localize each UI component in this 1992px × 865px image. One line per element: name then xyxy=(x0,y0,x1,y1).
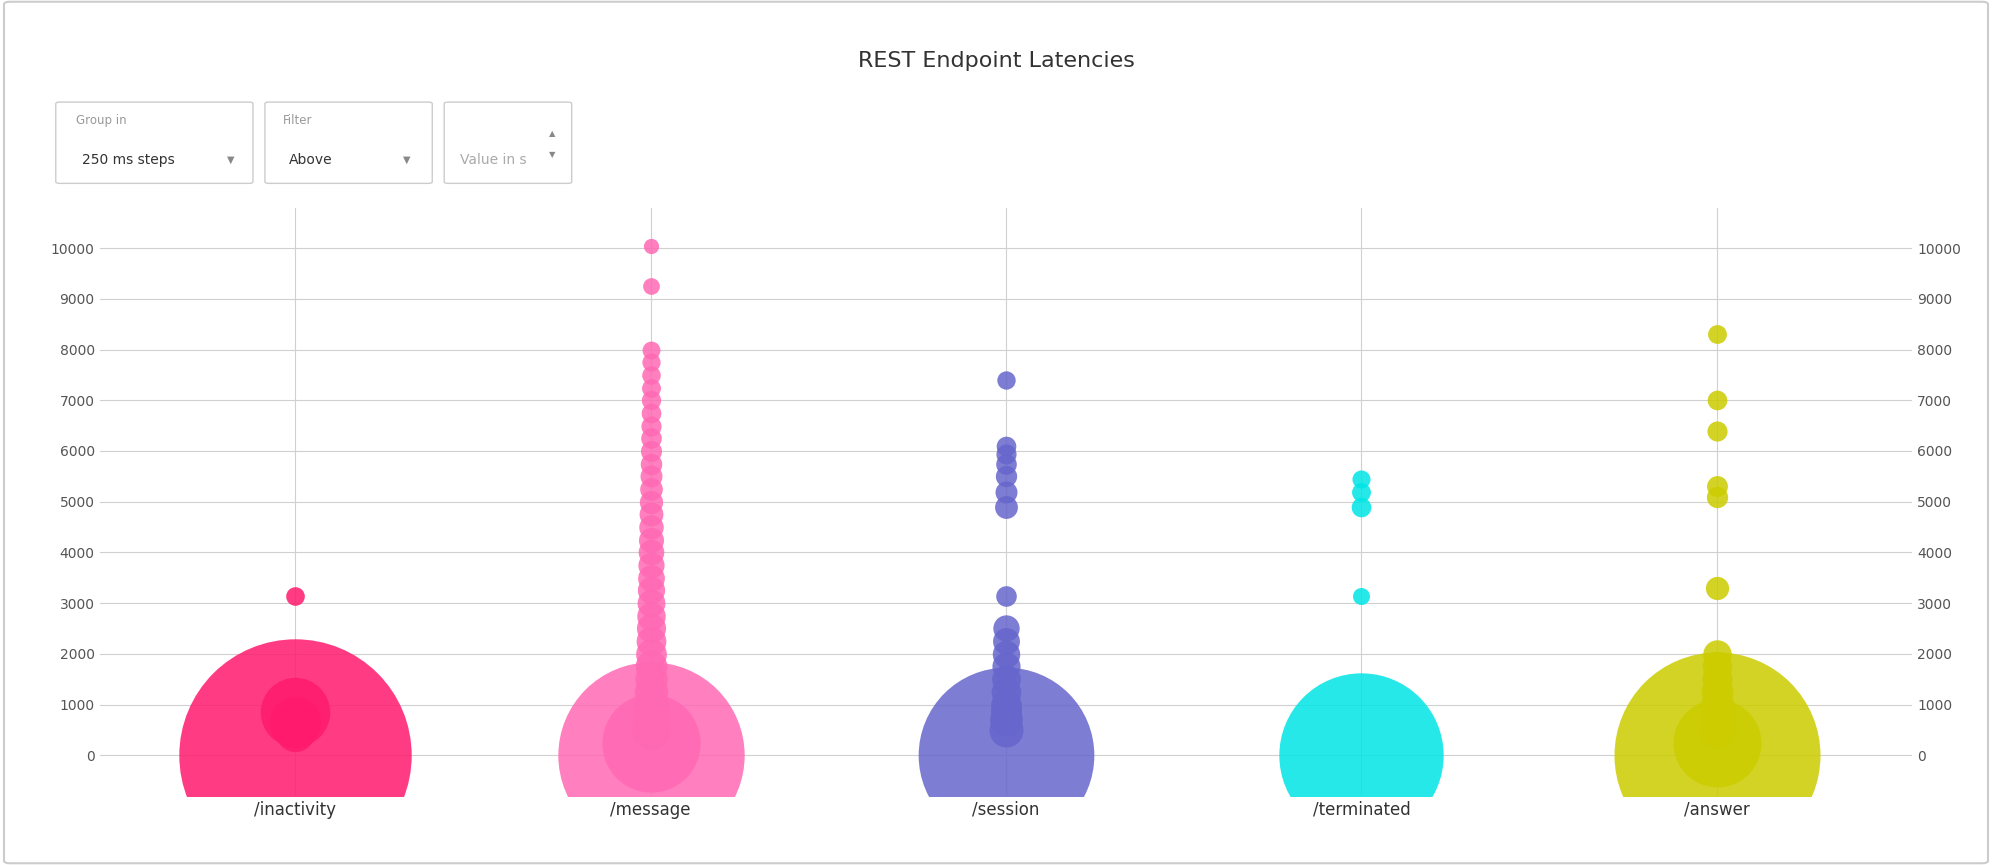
Point xyxy=(1701,647,1733,661)
Point xyxy=(1701,697,1733,711)
Point xyxy=(1345,748,1376,762)
Point xyxy=(1345,484,1376,498)
Text: Above: Above xyxy=(289,153,333,167)
Point xyxy=(990,588,1022,602)
Point xyxy=(990,484,1022,498)
Point xyxy=(635,239,667,253)
Point xyxy=(1345,500,1376,514)
Point xyxy=(990,446,1022,460)
Point xyxy=(990,634,1022,648)
Point xyxy=(635,596,667,610)
Point xyxy=(635,432,667,445)
Point xyxy=(635,444,667,458)
Point xyxy=(635,508,667,522)
Text: REST Endpoint Latencies: REST Endpoint Latencies xyxy=(859,50,1133,71)
Point xyxy=(990,622,1022,636)
Text: ▼: ▼ xyxy=(402,155,410,165)
Point xyxy=(635,571,667,585)
Point xyxy=(1345,472,1376,486)
Point xyxy=(635,558,667,572)
Point xyxy=(635,546,667,560)
Point xyxy=(1701,490,1733,503)
Point xyxy=(1701,394,1733,407)
Point xyxy=(635,660,667,674)
Point xyxy=(635,735,667,749)
Point xyxy=(635,495,667,509)
Point xyxy=(990,672,1022,686)
Point xyxy=(635,647,667,661)
Point xyxy=(990,373,1022,387)
Point xyxy=(990,748,1022,762)
Text: ▼: ▼ xyxy=(548,150,556,159)
Point xyxy=(1345,588,1376,602)
Point xyxy=(990,457,1022,471)
Point xyxy=(279,705,311,719)
Point xyxy=(635,634,667,648)
Point xyxy=(1701,685,1733,699)
Point xyxy=(990,685,1022,699)
Point xyxy=(990,697,1022,711)
Point xyxy=(635,520,667,534)
Point xyxy=(635,470,667,484)
Point xyxy=(990,713,1022,727)
Point xyxy=(635,723,667,737)
Point xyxy=(635,279,667,293)
Text: Value in s: Value in s xyxy=(460,153,526,167)
Point xyxy=(635,457,667,471)
Point xyxy=(279,726,311,740)
Point xyxy=(635,356,667,369)
Point xyxy=(990,723,1022,737)
Text: ▼: ▼ xyxy=(227,155,235,165)
Point xyxy=(990,500,1022,514)
Point xyxy=(279,588,311,602)
Point xyxy=(990,660,1022,674)
Point xyxy=(1701,735,1733,749)
Text: 250 ms steps: 250 ms steps xyxy=(82,153,175,167)
Point xyxy=(635,482,667,496)
Point xyxy=(990,470,1022,484)
Point xyxy=(635,622,667,636)
Point xyxy=(1701,660,1733,674)
Point xyxy=(990,647,1022,661)
Point xyxy=(635,609,667,623)
Point xyxy=(1701,710,1733,724)
Point xyxy=(1701,723,1733,737)
Point xyxy=(635,368,667,381)
Point xyxy=(635,697,667,711)
Point xyxy=(1701,328,1733,342)
Point xyxy=(635,584,667,598)
Point xyxy=(635,343,667,356)
Point xyxy=(1701,479,1733,493)
Point xyxy=(990,710,1022,724)
Point xyxy=(635,685,667,699)
Point xyxy=(279,748,311,762)
Point xyxy=(990,439,1022,453)
Point xyxy=(635,419,667,432)
Point xyxy=(1701,581,1733,595)
Text: Group in: Group in xyxy=(76,114,125,127)
Point xyxy=(990,702,1022,716)
Point xyxy=(1701,672,1733,686)
Point xyxy=(635,406,667,420)
Point xyxy=(635,672,667,686)
Point xyxy=(1701,424,1733,438)
Point xyxy=(635,710,667,724)
Point xyxy=(635,533,667,547)
Text: Filter: Filter xyxy=(283,114,313,127)
Point xyxy=(635,748,667,762)
Text: ▲: ▲ xyxy=(548,129,556,138)
Point xyxy=(635,381,667,394)
Point xyxy=(279,715,311,729)
Point xyxy=(635,394,667,407)
Point xyxy=(1701,748,1733,762)
